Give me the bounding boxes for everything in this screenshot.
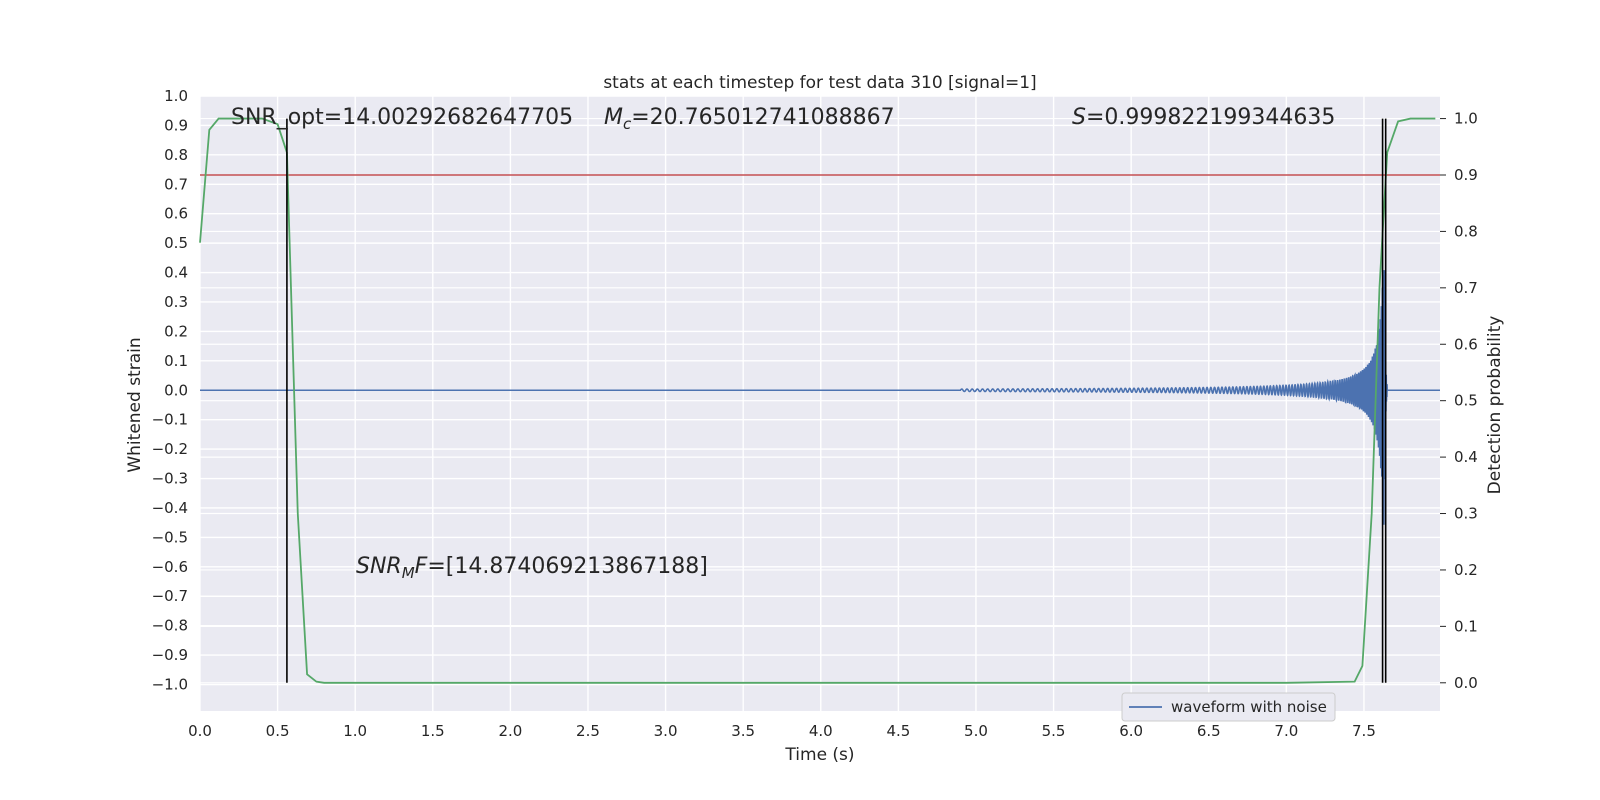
snr-mf-subscript: M <box>402 564 415 582</box>
x-tick-labels: 0.0 0.5 1.0 1.5 2.0 2.5 3.0 3.5 4.0 4.5 5.0 5.5 6.0 6… <box>188 722 1376 740</box>
y-left-tick-labels: 1.0 0.9 0.8 0.7 0.6 0.5 0.4 0.3 0.2 0.1 0.0 −0.1 −0.… <box>152 87 188 694</box>
y-left-tick-label: −0.9 <box>152 646 188 664</box>
y-left-tick-label: 0.0 <box>164 381 188 399</box>
y-left-tick-label: −0.5 <box>152 528 188 546</box>
chirp-mass-symbol: M <box>604 105 623 130</box>
y-right-tick-label: 0.9 <box>1454 166 1478 184</box>
annotation-chirp-mass: Mc=20.765012741088867 <box>604 105 895 133</box>
x-tick-label: 1.5 <box>421 722 445 740</box>
y-right-axis-label: Detection probability <box>1485 316 1505 495</box>
x-tick-label: 4.0 <box>809 722 833 740</box>
y-left-tick-label: 0.4 <box>164 264 188 282</box>
x-tick-label: 6.0 <box>1119 722 1143 740</box>
s-symbol: S <box>1072 105 1086 130</box>
y-right-tick-label: 0.3 <box>1454 505 1478 523</box>
y-right-tick-label: 0.7 <box>1454 279 1478 297</box>
grid-lines <box>199 95 1440 711</box>
y-right-tick-label: 1.0 <box>1454 110 1478 128</box>
x-tick-label: 6.5 <box>1197 722 1221 740</box>
y-left-tick-label: 0.6 <box>164 205 188 223</box>
x-tick-label: 5.5 <box>1042 722 1066 740</box>
y-right-tick-label: 0.1 <box>1454 617 1478 635</box>
x-tick-label: 2.5 <box>576 722 600 740</box>
series-group <box>199 117 1440 684</box>
series-line-waveform <box>200 270 1440 525</box>
y-left-tick-label: 0.8 <box>164 146 188 164</box>
y-right-tick-label: 0.2 <box>1454 561 1478 579</box>
y-left-tick-label: −0.6 <box>152 558 188 576</box>
x-axis-label: Time (s) <box>784 745 854 765</box>
chirp-mass-subscript: c <box>623 115 632 133</box>
x-tick-label: 7.5 <box>1352 722 1376 740</box>
x-tick-label: 0.0 <box>188 722 212 740</box>
y-left-tick-label: 1.0 <box>164 87 188 105</box>
y-left-tick-label: −0.2 <box>152 440 188 458</box>
y-right-tick-label: 0.0 <box>1454 674 1478 692</box>
y-left-tick-label: −0.1 <box>152 411 188 429</box>
snr-mf-value: =[14.874069213867188] <box>427 554 708 579</box>
snr-mf-rest: F <box>415 554 428 579</box>
s-value: =0.999822199344635 <box>1086 105 1335 130</box>
y-left-axis-label: Whitened strain <box>125 337 145 472</box>
y-right-tick-label: 0.5 <box>1454 392 1478 410</box>
y-left-tick-label: 0.3 <box>164 293 188 311</box>
y-right-tick-label: 0.8 <box>1454 222 1478 240</box>
y-left-tick-label: 0.5 <box>164 234 188 252</box>
x-tick-label: 0.5 <box>266 722 290 740</box>
x-tick-label: 3.0 <box>654 722 678 740</box>
y-left-tick-label: −0.7 <box>152 587 188 605</box>
legend-box <box>1121 692 1336 722</box>
y-left-tick-label: −0.3 <box>152 470 188 488</box>
x-tick-label: 5.0 <box>964 722 988 740</box>
chart-title: stats at each timestep for test data 310… <box>603 73 1036 93</box>
annotation-snr-opt: SNR_opt=14.00292682647705 <box>231 105 573 130</box>
y-right-tick-label: 0.4 <box>1454 448 1478 466</box>
x-tick-label: 7.0 <box>1274 722 1298 740</box>
legend-label-waveform: waveform with noise <box>1171 698 1327 716</box>
y-left-tick-label: 0.2 <box>164 322 188 340</box>
x-tick-label: 1.0 <box>343 722 367 740</box>
snr-mf-symbol: SNR <box>356 554 402 579</box>
y-right-tick-label: 0.6 <box>1454 335 1478 353</box>
y-left-tick-label: 0.7 <box>164 175 188 193</box>
annotation-s: S=0.999822199344635 <box>1072 105 1335 130</box>
y-left-tick-label: 0.9 <box>164 116 188 134</box>
y-left-tick-label: 0.1 <box>164 352 188 370</box>
x-tick-label: 4.5 <box>886 722 910 740</box>
x-tick-label: 3.5 <box>731 722 755 740</box>
annotation-snr-mf: SNRMF=[14.874069213867188] <box>356 554 708 582</box>
plot-area <box>200 96 1440 711</box>
legend: waveform with noise <box>1121 692 1336 722</box>
y-left-tick-label: −0.8 <box>152 617 188 635</box>
y-right-tick-labels: 0.0 0.1 0.2 0.3 0.4 0.5 0.6 0.7 0.8 0.9 1.0 <box>1440 110 1478 692</box>
y-left-tick-label: −1.0 <box>152 676 188 694</box>
x-tick-label: 2.0 <box>498 722 522 740</box>
chirp-mass-value: =20.765012741088867 <box>631 105 894 130</box>
y-left-tick-label: −0.4 <box>152 499 188 517</box>
